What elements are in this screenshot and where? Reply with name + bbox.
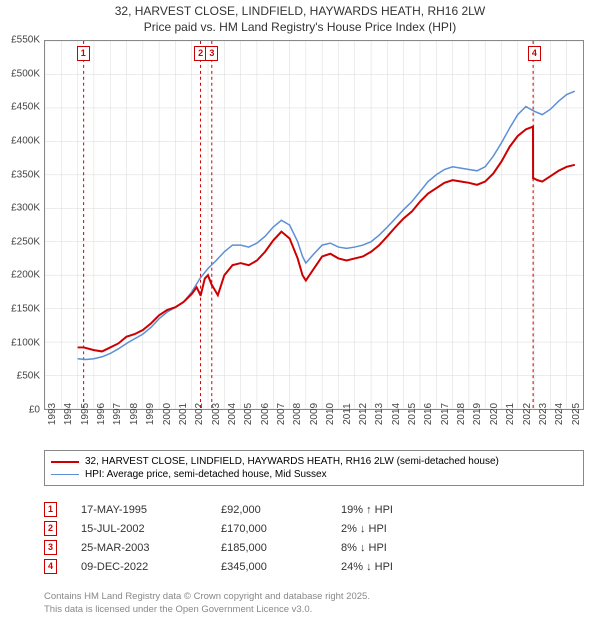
y-axis-label: £250K [0,236,40,247]
x-axis-label: 2015 [407,403,418,425]
y-axis-label: £150K [0,304,40,315]
x-axis-label: 2022 [522,403,533,425]
y-axis-label: £400K [0,135,40,146]
x-axis-label: 2024 [554,403,565,425]
sale-row: 3 25-MAR-2003£185,0008% ↓ HPI [44,538,584,557]
x-axis-label: 2011 [342,403,353,425]
x-axis-label: 1993 [47,403,58,425]
legend-label: HPI: Average price, semi-detached house,… [85,469,327,480]
x-axis-label: 2003 [211,403,222,425]
sale-date: 17-MAY-1995 [81,504,221,516]
title-address: 32, HARVEST CLOSE, LINDFIELD, HAYWARDS H… [0,4,600,20]
x-axis-label: 2013 [374,403,385,425]
sale-marker-4: 4 [528,46,541,61]
sale-row: 4 09-DEC-2022£345,00024% ↓ HPI [44,557,584,576]
sale-marker-1: 1 [77,46,90,61]
y-axis-label: £550K [0,35,40,46]
sale-price: £170,000 [221,523,341,535]
y-axis-label: £200K [0,270,40,281]
sale-row: 2 15-JUL-2002£170,0002% ↓ HPI [44,519,584,538]
sale-date: 09-DEC-2022 [81,561,221,573]
sale-date: 25-MAR-2003 [81,542,221,554]
sale-row-marker: 1 [44,502,57,517]
x-axis-label: 2005 [243,403,254,425]
legend-item: HPI: Average price, semi-detached house,… [51,468,577,481]
y-axis-label: £50K [0,371,40,382]
chart-title: 32, HARVEST CLOSE, LINDFIELD, HAYWARDS H… [0,0,600,35]
x-axis-label: 2006 [260,403,271,425]
legend-swatch [51,461,79,463]
x-axis-label: 2008 [292,403,303,425]
sale-diff: 8% ↓ HPI [341,542,584,554]
legend: 32, HARVEST CLOSE, LINDFIELD, HAYWARDS H… [44,450,584,486]
x-axis-label: 2019 [472,403,483,425]
y-axis-label: £500K [0,68,40,79]
footer-line2: This data is licensed under the Open Gov… [44,604,370,616]
sales-table: 1 17-MAY-1995£92,00019% ↑ HPI 2 15-JUL-2002… [44,500,584,576]
x-axis-label: 2025 [571,403,582,425]
sale-row: 1 17-MAY-1995£92,00019% ↑ HPI [44,500,584,519]
x-axis-label: 2023 [538,403,549,425]
footer-line1: Contains HM Land Registry data © Crown c… [44,591,370,603]
x-axis-label: 1995 [80,403,91,425]
x-axis-label: 2017 [440,403,451,425]
x-axis-label: 2000 [162,403,173,425]
sale-price: £185,000 [221,542,341,554]
x-axis-label: 2002 [194,403,205,425]
x-axis-label: 2016 [423,403,434,425]
x-axis-label: 2010 [325,403,336,425]
y-axis-label: £350K [0,169,40,180]
footer-attribution: Contains HM Land Registry data © Crown c… [44,591,370,616]
sale-diff: 19% ↑ HPI [341,504,584,516]
x-axis-label: 2021 [505,403,516,425]
x-axis-label: 2018 [456,403,467,425]
x-axis-label: 2020 [489,403,500,425]
title-subtitle: Price paid vs. HM Land Registry's House … [0,20,600,36]
legend-item: 32, HARVEST CLOSE, LINDFIELD, HAYWARDS H… [51,455,577,468]
x-axis-label: 2012 [358,403,369,425]
sale-row-marker: 3 [44,540,57,555]
x-axis-label: 2007 [276,403,287,425]
sale-row-marker: 4 [44,559,57,574]
x-axis-label: 2014 [391,403,402,425]
chart-container: 32, HARVEST CLOSE, LINDFIELD, HAYWARDS H… [0,0,600,620]
x-axis-label: 1999 [145,403,156,425]
x-axis-label: 1998 [129,403,140,425]
y-axis-label: £300K [0,203,40,214]
sale-price: £345,000 [221,561,341,573]
x-axis-label: 2001 [178,403,189,425]
x-axis-label: 2004 [227,403,238,425]
x-axis-label: 1994 [63,403,74,425]
y-axis-label: £0 [0,405,40,416]
sale-marker-3: 3 [205,46,218,61]
legend-label: 32, HARVEST CLOSE, LINDFIELD, HAYWARDS H… [85,456,499,467]
x-axis-label: 1996 [96,403,107,425]
x-axis-label: 1997 [112,403,123,425]
sale-diff: 24% ↓ HPI [341,561,584,573]
sale-row-marker: 2 [44,521,57,536]
sale-price: £92,000 [221,504,341,516]
plot-area [44,40,584,410]
sale-date: 15-JUL-2002 [81,523,221,535]
plot-svg [45,41,583,409]
sale-diff: 2% ↓ HPI [341,523,584,535]
legend-swatch [51,474,79,475]
y-axis-label: £100K [0,337,40,348]
x-axis-label: 2009 [309,403,320,425]
y-axis-label: £450K [0,102,40,113]
